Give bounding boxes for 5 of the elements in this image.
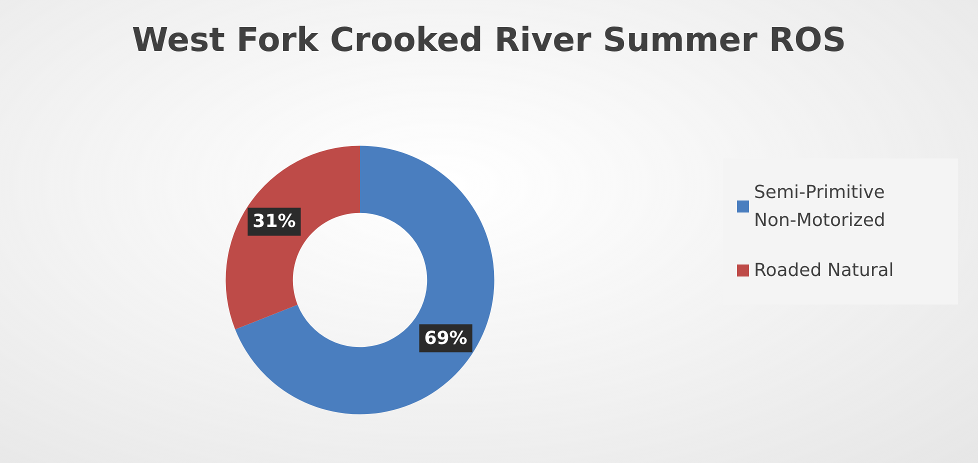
data-label: 69% xyxy=(424,328,468,349)
legend-label: Semi-Primitive Non-Motorized xyxy=(754,182,891,231)
chart-title: West Fork Crooked River Summer ROS xyxy=(132,20,846,59)
legend-label: Roaded Natural xyxy=(754,260,894,281)
data-label: 31% xyxy=(252,211,296,232)
